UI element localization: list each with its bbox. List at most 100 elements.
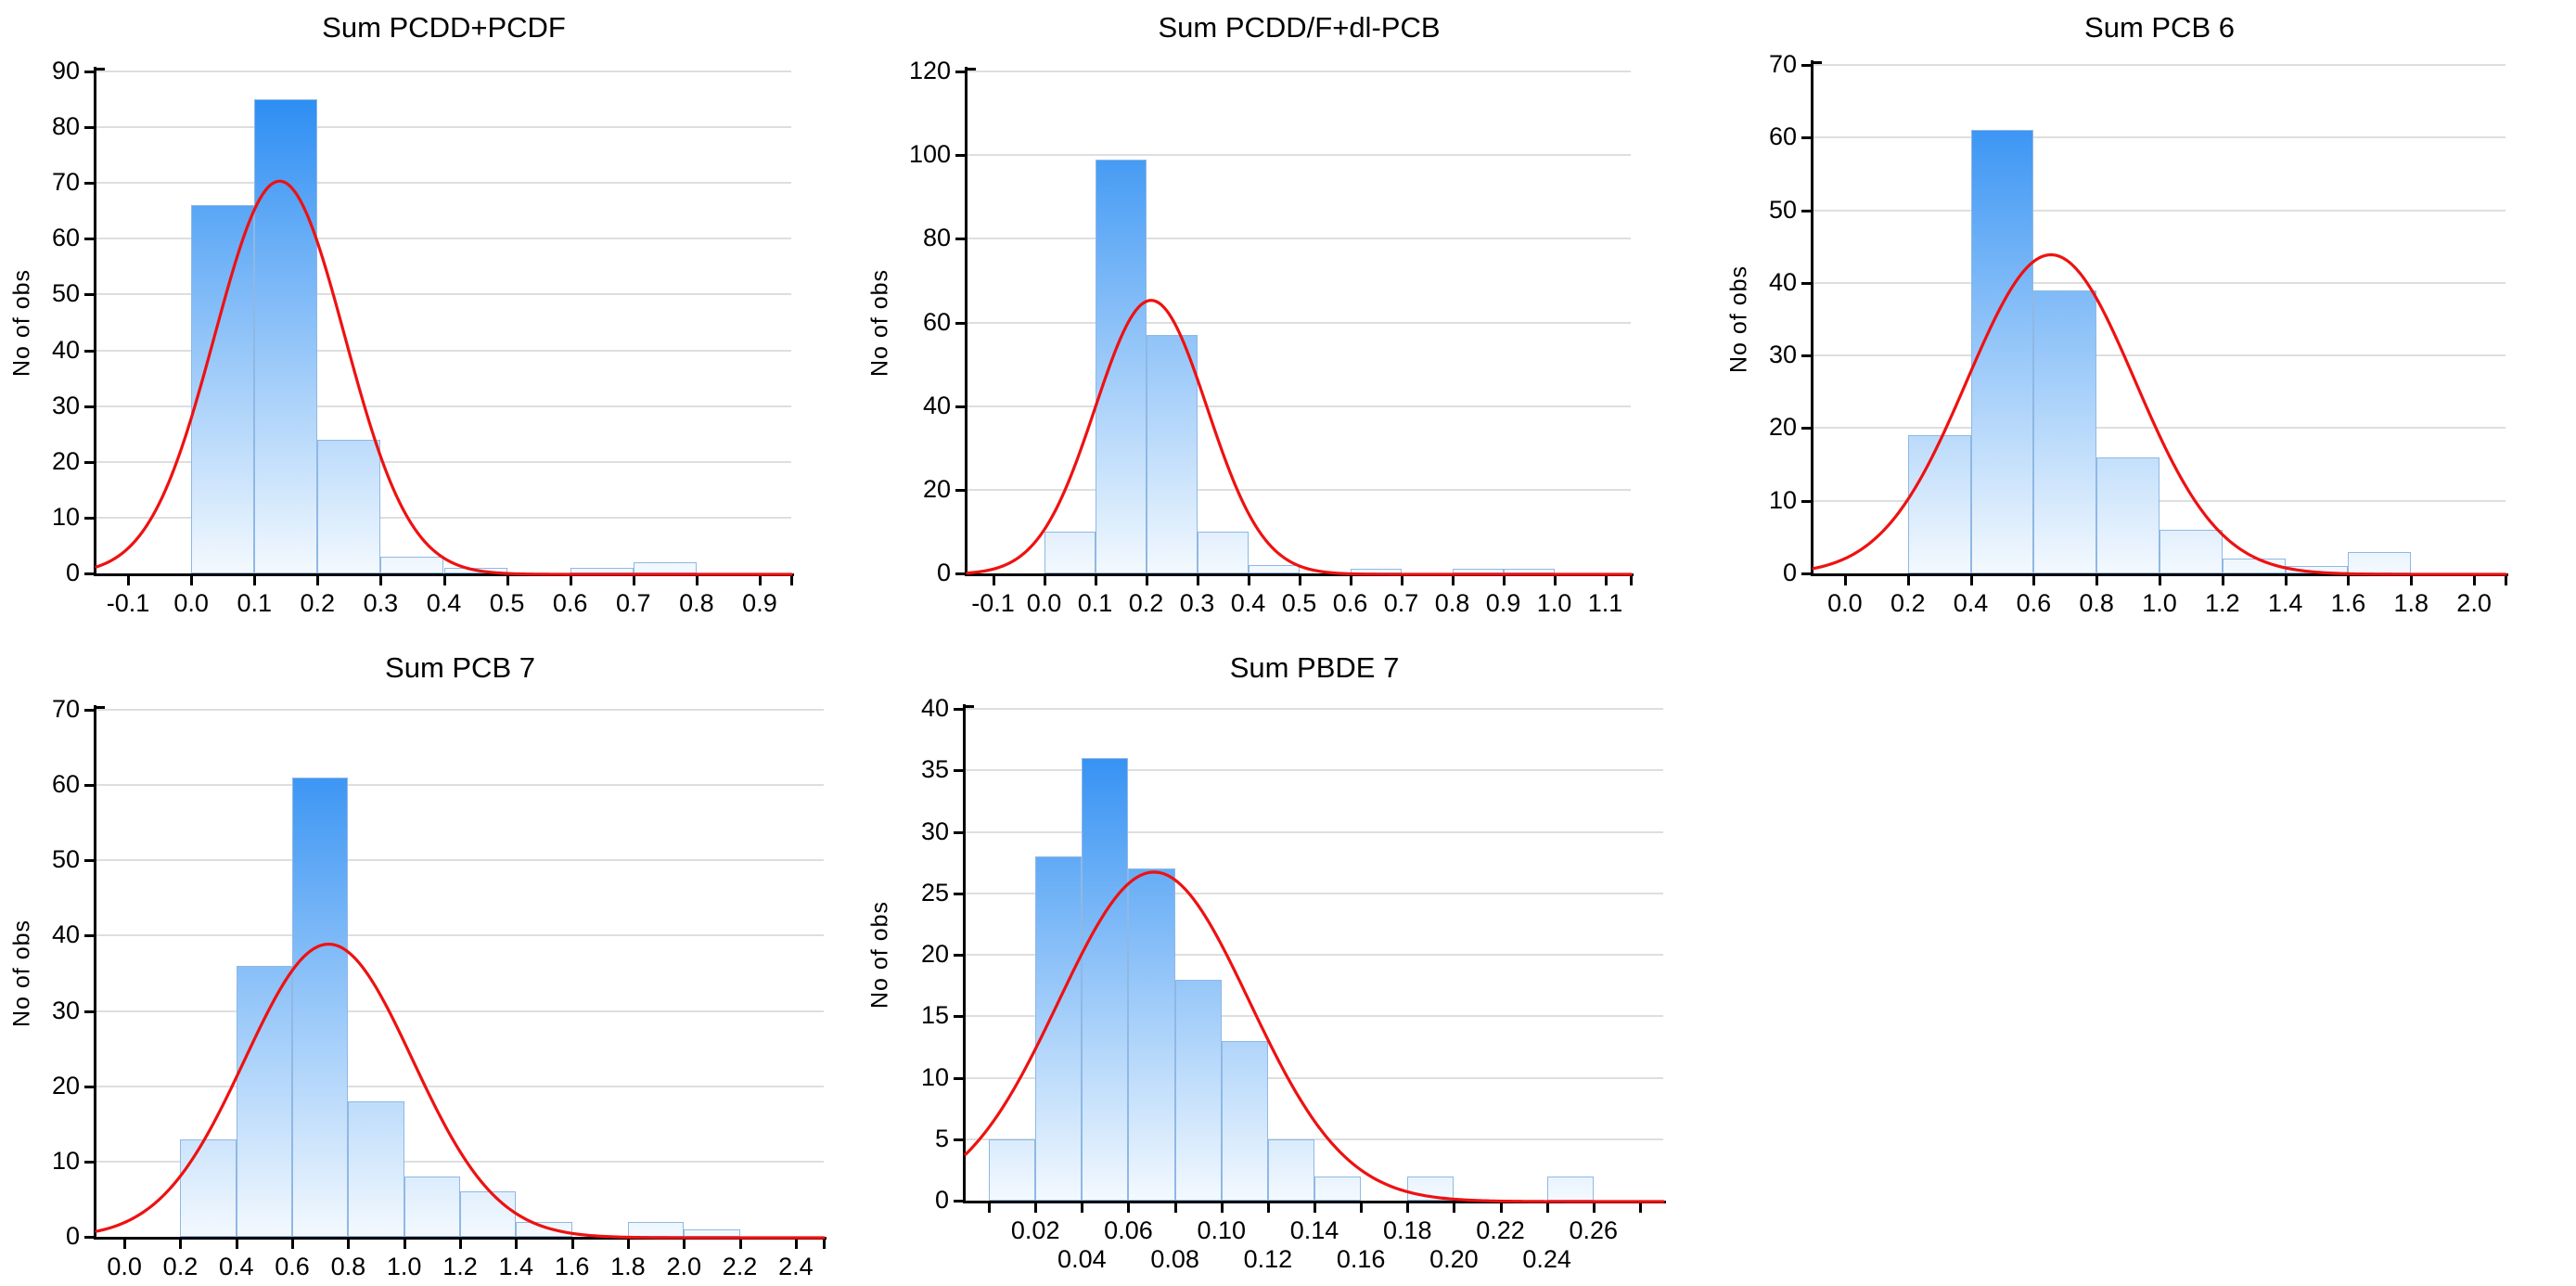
histogram-bar xyxy=(1035,856,1083,1201)
x-tick-label: 0.6 xyxy=(275,1253,310,1280)
histogram-bar xyxy=(1146,335,1198,573)
x-tick-label: 2.0 xyxy=(2456,589,2492,617)
y-tick-label: 15 xyxy=(920,1001,949,1030)
y-tick-label: 60 xyxy=(51,770,80,799)
x-tick xyxy=(190,576,194,585)
x-tick xyxy=(2032,576,2036,585)
y-tick xyxy=(955,321,965,325)
gridline xyxy=(1813,281,2506,284)
y-tick-label: 50 xyxy=(51,845,80,874)
x-tick-label: 1.1 xyxy=(1587,589,1623,617)
chart-title: Sum PCB 6 xyxy=(2084,11,2235,44)
histogram-bar xyxy=(2285,566,2349,573)
x-tick xyxy=(1502,576,1506,585)
x-tick-label: 0.1 xyxy=(237,589,272,617)
x-tick-label: 0.3 xyxy=(363,589,399,617)
x-tick xyxy=(632,576,635,585)
histogram-bar xyxy=(254,99,318,573)
x-tick-label: 1.8 xyxy=(610,1253,646,1280)
x-tick xyxy=(1220,1203,1224,1213)
gridline xyxy=(968,405,1631,407)
x-tick-label: 1.4 xyxy=(2267,589,2303,617)
x-tick xyxy=(1360,1203,1364,1213)
y-axis-top-cap xyxy=(966,705,974,708)
histogram-bar xyxy=(1314,1176,1362,1201)
histogram-bar xyxy=(1407,1176,1455,1201)
x-tick-label: 0.5 xyxy=(489,589,525,617)
y-tick-label: 40 xyxy=(920,694,949,722)
gridline xyxy=(968,488,1631,491)
x-tick-label: 0.04 xyxy=(1057,1245,1107,1273)
x-tick xyxy=(1545,1203,1549,1213)
x-tick xyxy=(1173,1203,1177,1213)
x-tick xyxy=(569,576,572,585)
y-tick-label: 50 xyxy=(1768,195,1797,224)
histogram-bar xyxy=(191,205,255,573)
x-tick-label: 0.0 xyxy=(173,589,209,617)
x-tick-label: 1.8 xyxy=(2393,589,2429,617)
histogram-bar xyxy=(2033,289,2097,573)
x-tick-label: 0.8 xyxy=(679,589,714,617)
histogram-bar xyxy=(460,1191,517,1237)
gridline xyxy=(966,769,1663,772)
histogram-bar xyxy=(2096,457,2159,573)
x-tick-label: 2.4 xyxy=(778,1253,814,1280)
y-tick xyxy=(84,934,94,938)
histogram-bar xyxy=(1197,531,1249,573)
y-tick-label: 20 xyxy=(51,446,80,475)
x-tick-label: 0.06 xyxy=(1104,1216,1153,1244)
y-tick-label: 10 xyxy=(920,1062,949,1091)
y-tick xyxy=(84,1085,94,1088)
x-tick xyxy=(1081,1203,1084,1213)
x-tick xyxy=(1630,576,1633,585)
histogram-bar xyxy=(317,439,381,573)
chart-title: Sum PCDD+PCDF xyxy=(322,11,566,44)
y-tick xyxy=(84,182,94,186)
y-tick-label: 90 xyxy=(51,57,80,84)
y-tick-label: 20 xyxy=(920,940,949,968)
histogram-bar xyxy=(2159,530,2223,573)
x-tick xyxy=(1314,1203,1316,1213)
histogram-bar xyxy=(516,1221,572,1237)
normal-curve xyxy=(966,299,1633,576)
x-tick xyxy=(1553,576,1557,585)
y-tick-label: 30 xyxy=(1768,341,1797,369)
x-tick xyxy=(1451,576,1455,585)
chart-sum-pcb-6: Sum PCB 6 No of obs 0 10 20 30 40 50 60 70 0.0 0.… xyxy=(1717,0,2576,640)
x-tick xyxy=(1043,576,1046,585)
x-tick-label: 0.4 xyxy=(1230,589,1266,617)
x-tick xyxy=(1406,1203,1410,1213)
x-tick xyxy=(1400,576,1403,585)
gridline xyxy=(96,71,791,72)
histogram-bar xyxy=(1128,868,1175,1201)
chart-title: Sum PBDE 7 xyxy=(1229,651,1400,684)
y-tick xyxy=(954,954,963,957)
y-tick-label: 100 xyxy=(908,140,951,169)
x-tick xyxy=(988,1203,992,1213)
y-tick-label: 10 xyxy=(1768,485,1797,514)
x-tick-label: 0.6 xyxy=(1332,589,1368,617)
x-tick-label: 1.6 xyxy=(2330,589,2366,617)
y-tick xyxy=(84,238,94,241)
gridline xyxy=(96,126,791,129)
histogram-bar xyxy=(1248,564,1300,573)
y-tick-label: 20 xyxy=(922,474,951,503)
y-tick xyxy=(954,1200,963,1202)
y-tick xyxy=(84,784,94,788)
x-tick xyxy=(992,576,995,585)
y-axis-top-cap xyxy=(1813,61,1822,64)
y-tick xyxy=(955,154,965,158)
histogram-bar xyxy=(404,1177,460,1237)
x-tick-label: 0.3 xyxy=(1179,589,1215,617)
y-tick xyxy=(954,1015,963,1019)
chart-sum-pbde-7: Sum PBDE 7 No of obs 0 5 10 15 20 25 30 35 40 0.0… xyxy=(858,640,1717,1286)
histogram-bar xyxy=(1970,130,2034,573)
x-tick-label: 0.18 xyxy=(1382,1216,1432,1244)
y-tick xyxy=(84,516,94,520)
x-tick-label: 0.8 xyxy=(1434,589,1470,617)
y-tick xyxy=(84,1236,94,1239)
x-tick xyxy=(506,576,509,585)
gridline xyxy=(966,830,1663,833)
x-tick xyxy=(179,1240,183,1249)
